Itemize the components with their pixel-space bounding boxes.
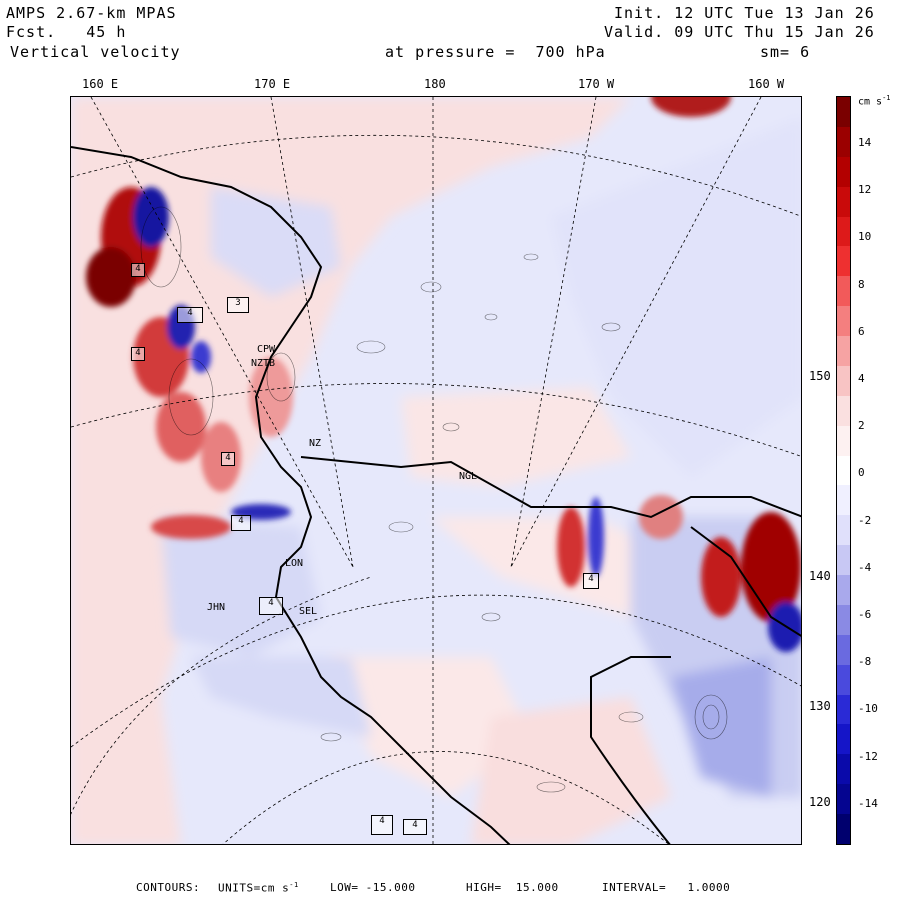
graticule	[71, 97, 801, 844]
colorbar-segment	[837, 156, 850, 188]
colorbar-segment	[837, 634, 850, 666]
colorbar-segment	[837, 126, 850, 158]
colorbar-tick-label: -14	[858, 796, 878, 810]
colorbar-tick-label: 0	[858, 466, 865, 480]
colorbar-segment	[837, 336, 850, 367]
strong-updrafts-west	[86, 187, 293, 539]
colorbar-segment	[837, 545, 850, 576]
forecast-hour: Fcst. 45 h	[6, 23, 127, 41]
colorbar-tick-label: -10	[858, 702, 878, 716]
colorbar-tick-label: -6	[858, 608, 872, 621]
colorbar-tick-label: 4	[858, 372, 865, 385]
colorbar-segment	[837, 216, 850, 247]
colorbar-segment	[837, 455, 850, 486]
colorbar-segment	[837, 485, 850, 516]
smoothing-label: sm= 6	[760, 43, 811, 61]
model-title: AMPS 2.67-km MPAS	[6, 4, 177, 22]
lon-label-160w: 160 W	[748, 77, 785, 91]
colorbar-segment	[837, 784, 850, 815]
colorbar-tick-label: -2	[858, 513, 872, 527]
lon-label-180: 180	[424, 77, 446, 91]
annotation-box: 4	[221, 452, 235, 466]
colorbar-segment	[837, 814, 850, 845]
colorbar-segment	[837, 365, 850, 397]
annotation-box: 4	[177, 307, 203, 323]
annotation-box: 4	[131, 263, 145, 277]
station-nz: NZ	[309, 438, 322, 449]
colorbar-segment	[837, 97, 850, 128]
colorbar-unit: cm s-1	[858, 94, 891, 108]
station-ngl: NGL	[459, 471, 478, 482]
station-nztb: NZTB	[251, 358, 276, 369]
colorbar-segment	[837, 754, 850, 785]
colorbar-segment	[837, 246, 850, 277]
station-jhn: JHN	[207, 602, 226, 613]
map-canvas	[71, 97, 801, 844]
colorbar-segment	[837, 425, 850, 457]
station-cpw: CPW	[257, 344, 276, 355]
coastline	[71, 146, 801, 844]
colorbar-segment	[837, 306, 850, 337]
annotation-box: 4	[259, 597, 283, 615]
colorbar-tick-label: -8	[858, 655, 872, 669]
lon-label-170w: 170 W	[578, 77, 615, 91]
colorbar-tick-label: 10	[858, 230, 872, 244]
init-time: Init. 12 UTC Tue 13 Jan 26	[614, 4, 875, 22]
annotation-box: 4	[371, 815, 393, 835]
colorbar-segment	[837, 694, 850, 725]
footer-low: LOW= -15.000	[330, 881, 416, 894]
annotation-box: 3	[227, 297, 249, 313]
station-lon: LON	[285, 558, 304, 569]
station-sel: SEL	[299, 606, 318, 617]
lon-label-170e: 170 E	[254, 77, 291, 91]
annotation-box: 4	[403, 819, 427, 835]
colorbar-tick-label: -4	[858, 560, 872, 574]
negative-field	[161, 117, 801, 797]
footer-units: UNITS=cm s-1	[218, 881, 299, 895]
valid-time: Valid. 09 UTC Thu 15 Jan 26	[604, 23, 875, 41]
colorbar-segment	[837, 276, 850, 307]
field-name: Vertical velocity	[10, 43, 181, 61]
colorbar-tick-label: -12	[858, 749, 878, 763]
colorbar-segment	[837, 664, 850, 696]
colorbar-tick-label: 14	[858, 136, 872, 149]
vertical-velocity-map: CPW NZTB NZ NGL LON JHN SEL 4 4 3 4 4 4 …	[70, 96, 802, 845]
colorbar-segment	[837, 515, 850, 546]
colorbar-segment	[837, 604, 850, 636]
colorbar-tick-label: 2	[858, 419, 865, 433]
lon-label-160e: 160 E	[82, 77, 119, 91]
colorbar-segment	[837, 575, 850, 606]
colorbar-segment	[837, 724, 850, 755]
colorbar-tick-label: 12	[858, 183, 872, 197]
footer-contours: CONTOURS:	[136, 881, 201, 894]
annotation-box: 4	[231, 515, 251, 531]
colorbar-tick-label: 8	[858, 277, 865, 291]
colorbar	[836, 96, 851, 845]
colorbar-segment	[837, 395, 850, 427]
colorbar-tick-label: 6	[858, 324, 865, 338]
footer-high: HIGH= 15.000	[466, 881, 559, 894]
footer-interval: INTERVAL= 1.0000	[602, 881, 731, 894]
annotation-box: 4	[131, 347, 145, 361]
pressure-level: at pressure = 700 hPa	[385, 43, 606, 61]
annotation-box: 4	[583, 573, 599, 589]
colorbar-segment	[837, 186, 850, 217]
